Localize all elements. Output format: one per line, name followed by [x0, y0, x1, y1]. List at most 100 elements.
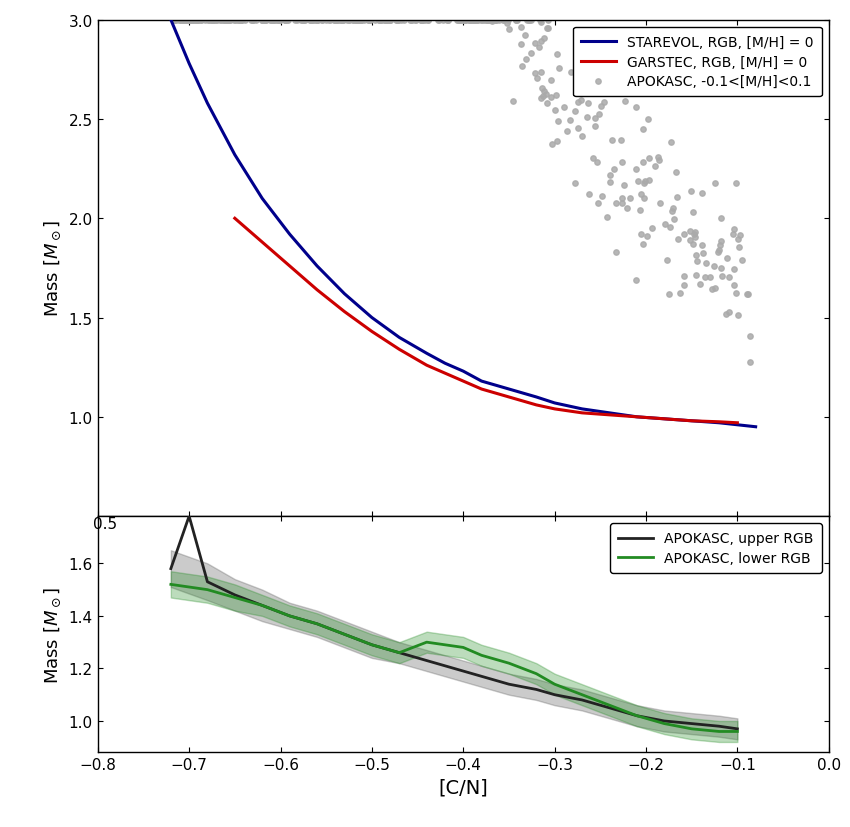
- APOKASC, -0.1<[M/H]<0.1: [695, 239, 709, 252]
- APOKASC, -0.1<[M/H]<0.1: [604, 170, 617, 183]
- APOKASC, -0.1<[M/H]<0.1: [178, 14, 192, 27]
- STAREVOL, RGB, [M/H] = 0: [549, 399, 559, 409]
- APOKASC, -0.1<[M/H]<0.1: [194, 14, 207, 27]
- APOKASC, -0.1<[M/H]<0.1: [201, 14, 215, 27]
- APOKASC, -0.1<[M/H]<0.1: [408, 14, 422, 27]
- APOKASC, -0.1<[M/H]<0.1: [416, 14, 430, 27]
- APOKASC, -0.1<[M/H]<0.1: [575, 131, 588, 144]
- APOKASC, -0.1<[M/H]<0.1: [665, 136, 678, 149]
- APOKASC, -0.1<[M/H]<0.1: [535, 92, 548, 105]
- APOKASC, -0.1<[M/H]<0.1: [288, 14, 302, 27]
- APOKASC, -0.1<[M/H]<0.1: [458, 14, 472, 27]
- X-axis label: [C/N]: [C/N]: [439, 778, 488, 797]
- APOKASC, -0.1<[M/H]<0.1: [684, 185, 698, 198]
- APOKASC, -0.1<[M/H]<0.1: [191, 14, 205, 27]
- APOKASC, -0.1<[M/H]<0.1: [733, 241, 746, 255]
- APOKASC, -0.1<[M/H]<0.1: [699, 257, 712, 270]
- APOKASC, -0.1<[M/H]<0.1: [188, 14, 201, 27]
- APOKASC, -0.1<[M/H]<0.1: [245, 14, 258, 27]
- APOKASC, upper RGB: [531, 685, 541, 695]
- APOKASC, -0.1<[M/H]<0.1: [310, 14, 324, 27]
- GARSTEC, RGB, [M/H] = 0: [549, 404, 559, 414]
- APOKASC, -0.1<[M/H]<0.1: [629, 274, 643, 287]
- APOKASC, -0.1<[M/H]<0.1: [391, 14, 405, 27]
- APOKASC, -0.1<[M/H]<0.1: [454, 14, 468, 27]
- STAREVOL, RGB, [M/H] = 0: [687, 416, 697, 426]
- APOKASC, -0.1<[M/H]<0.1: [348, 14, 361, 27]
- APOKASC, -0.1<[M/H]<0.1: [677, 227, 691, 241]
- APOKASC, -0.1<[M/H]<0.1: [743, 330, 756, 343]
- APOKASC, -0.1<[M/H]<0.1: [605, 135, 619, 148]
- APOKASC, -0.1<[M/H]<0.1: [383, 14, 397, 27]
- APOKASC, -0.1<[M/H]<0.1: [352, 14, 366, 27]
- APOKASC, -0.1<[M/H]<0.1: [637, 123, 650, 136]
- APOKASC, -0.1<[M/H]<0.1: [421, 14, 434, 27]
- APOKASC, -0.1<[M/H]<0.1: [674, 287, 688, 300]
- APOKASC, -0.1<[M/H]<0.1: [620, 203, 634, 216]
- APOKASC, -0.1<[M/H]<0.1: [270, 14, 284, 27]
- APOKASC, -0.1<[M/H]<0.1: [658, 218, 672, 232]
- APOKASC, -0.1<[M/H]<0.1: [258, 14, 272, 27]
- APOKASC, -0.1<[M/H]<0.1: [634, 227, 648, 241]
- APOKASC, -0.1<[M/H]<0.1: [441, 14, 455, 27]
- APOKASC, -0.1<[M/H]<0.1: [462, 14, 475, 27]
- APOKASC, -0.1<[M/H]<0.1: [280, 14, 294, 27]
- APOKASC, -0.1<[M/H]<0.1: [234, 14, 247, 27]
- APOKASC, -0.1<[M/H]<0.1: [379, 14, 393, 27]
- APOKASC, -0.1<[M/H]<0.1: [403, 14, 416, 27]
- APOKASC, lower RGB: [202, 585, 212, 595]
- APOKASC, -0.1<[M/H]<0.1: [218, 14, 232, 27]
- APOKASC, -0.1<[M/H]<0.1: [591, 197, 604, 210]
- APOKASC, lower RGB: [285, 611, 295, 621]
- APOKASC, -0.1<[M/H]<0.1: [334, 14, 348, 27]
- STAREVOL, RGB, [M/H] = 0: [732, 420, 743, 430]
- STAREVOL, RGB, [M/H] = 0: [659, 414, 669, 424]
- APOKASC, -0.1<[M/H]<0.1: [615, 192, 629, 205]
- APOKASC, -0.1<[M/H]<0.1: [698, 270, 711, 284]
- APOKASC, -0.1<[M/H]<0.1: [606, 81, 620, 94]
- APOKASC, -0.1<[M/H]<0.1: [214, 14, 228, 27]
- APOKASC, -0.1<[M/H]<0.1: [708, 177, 722, 190]
- APOKASC, -0.1<[M/H]<0.1: [637, 156, 650, 170]
- APOKASC, -0.1<[M/H]<0.1: [305, 14, 319, 27]
- APOKASC, lower RGB: [458, 643, 468, 653]
- APOKASC, -0.1<[M/H]<0.1: [481, 14, 495, 27]
- APOKASC, -0.1<[M/H]<0.1: [696, 246, 710, 260]
- APOKASC, -0.1<[M/H]<0.1: [572, 97, 586, 110]
- Line: APOKASC, lower RGB: APOKASC, lower RGB: [171, 585, 737, 732]
- APOKASC, -0.1<[M/H]<0.1: [361, 14, 375, 27]
- APOKASC, -0.1<[M/H]<0.1: [617, 179, 631, 193]
- APOKASC, -0.1<[M/H]<0.1: [571, 65, 585, 79]
- APOKASC, -0.1<[M/H]<0.1: [705, 283, 718, 296]
- APOKASC, -0.1<[M/H]<0.1: [592, 108, 606, 122]
- APOKASC, -0.1<[M/H]<0.1: [550, 136, 564, 149]
- APOKASC, -0.1<[M/H]<0.1: [377, 14, 390, 27]
- APOKASC, -0.1<[M/H]<0.1: [176, 14, 190, 27]
- APOKASC, -0.1<[M/H]<0.1: [256, 14, 269, 27]
- GARSTEC, RGB, [M/H] = 0: [440, 369, 450, 379]
- APOKASC, -0.1<[M/H]<0.1: [552, 116, 565, 129]
- APOKASC, -0.1<[M/H]<0.1: [290, 14, 303, 27]
- APOKASC, -0.1<[M/H]<0.1: [414, 14, 428, 27]
- APOKASC, -0.1<[M/H]<0.1: [642, 152, 655, 165]
- APOKASC, -0.1<[M/H]<0.1: [591, 156, 604, 170]
- APOKASC, -0.1<[M/H]<0.1: [544, 91, 558, 104]
- APOKASC, -0.1<[M/H]<0.1: [662, 288, 676, 301]
- APOKASC, -0.1<[M/H]<0.1: [596, 190, 609, 203]
- APOKASC, -0.1<[M/H]<0.1: [311, 14, 325, 27]
- APOKASC, -0.1<[M/H]<0.1: [479, 14, 493, 27]
- APOKASC, -0.1<[M/H]<0.1: [415, 14, 428, 27]
- APOKASC, lower RGB: [166, 580, 176, 590]
- APOKASC, -0.1<[M/H]<0.1: [590, 79, 604, 92]
- APOKASC, -0.1<[M/H]<0.1: [733, 228, 746, 241]
- APOKASC, -0.1<[M/H]<0.1: [546, 138, 559, 151]
- GARSTEC, RGB, [M/H] = 0: [366, 327, 377, 337]
- APOKASC, -0.1<[M/H]<0.1: [346, 14, 360, 27]
- APOKASC, -0.1<[M/H]<0.1: [354, 14, 368, 27]
- APOKASC, -0.1<[M/H]<0.1: [653, 154, 666, 167]
- APOKASC, upper RGB: [732, 724, 743, 734]
- APOKASC, -0.1<[M/H]<0.1: [422, 14, 435, 27]
- APOKASC, -0.1<[M/H]<0.1: [720, 252, 734, 265]
- APOKASC, -0.1<[M/H]<0.1: [540, 88, 553, 102]
- APOKASC, -0.1<[M/H]<0.1: [319, 14, 332, 27]
